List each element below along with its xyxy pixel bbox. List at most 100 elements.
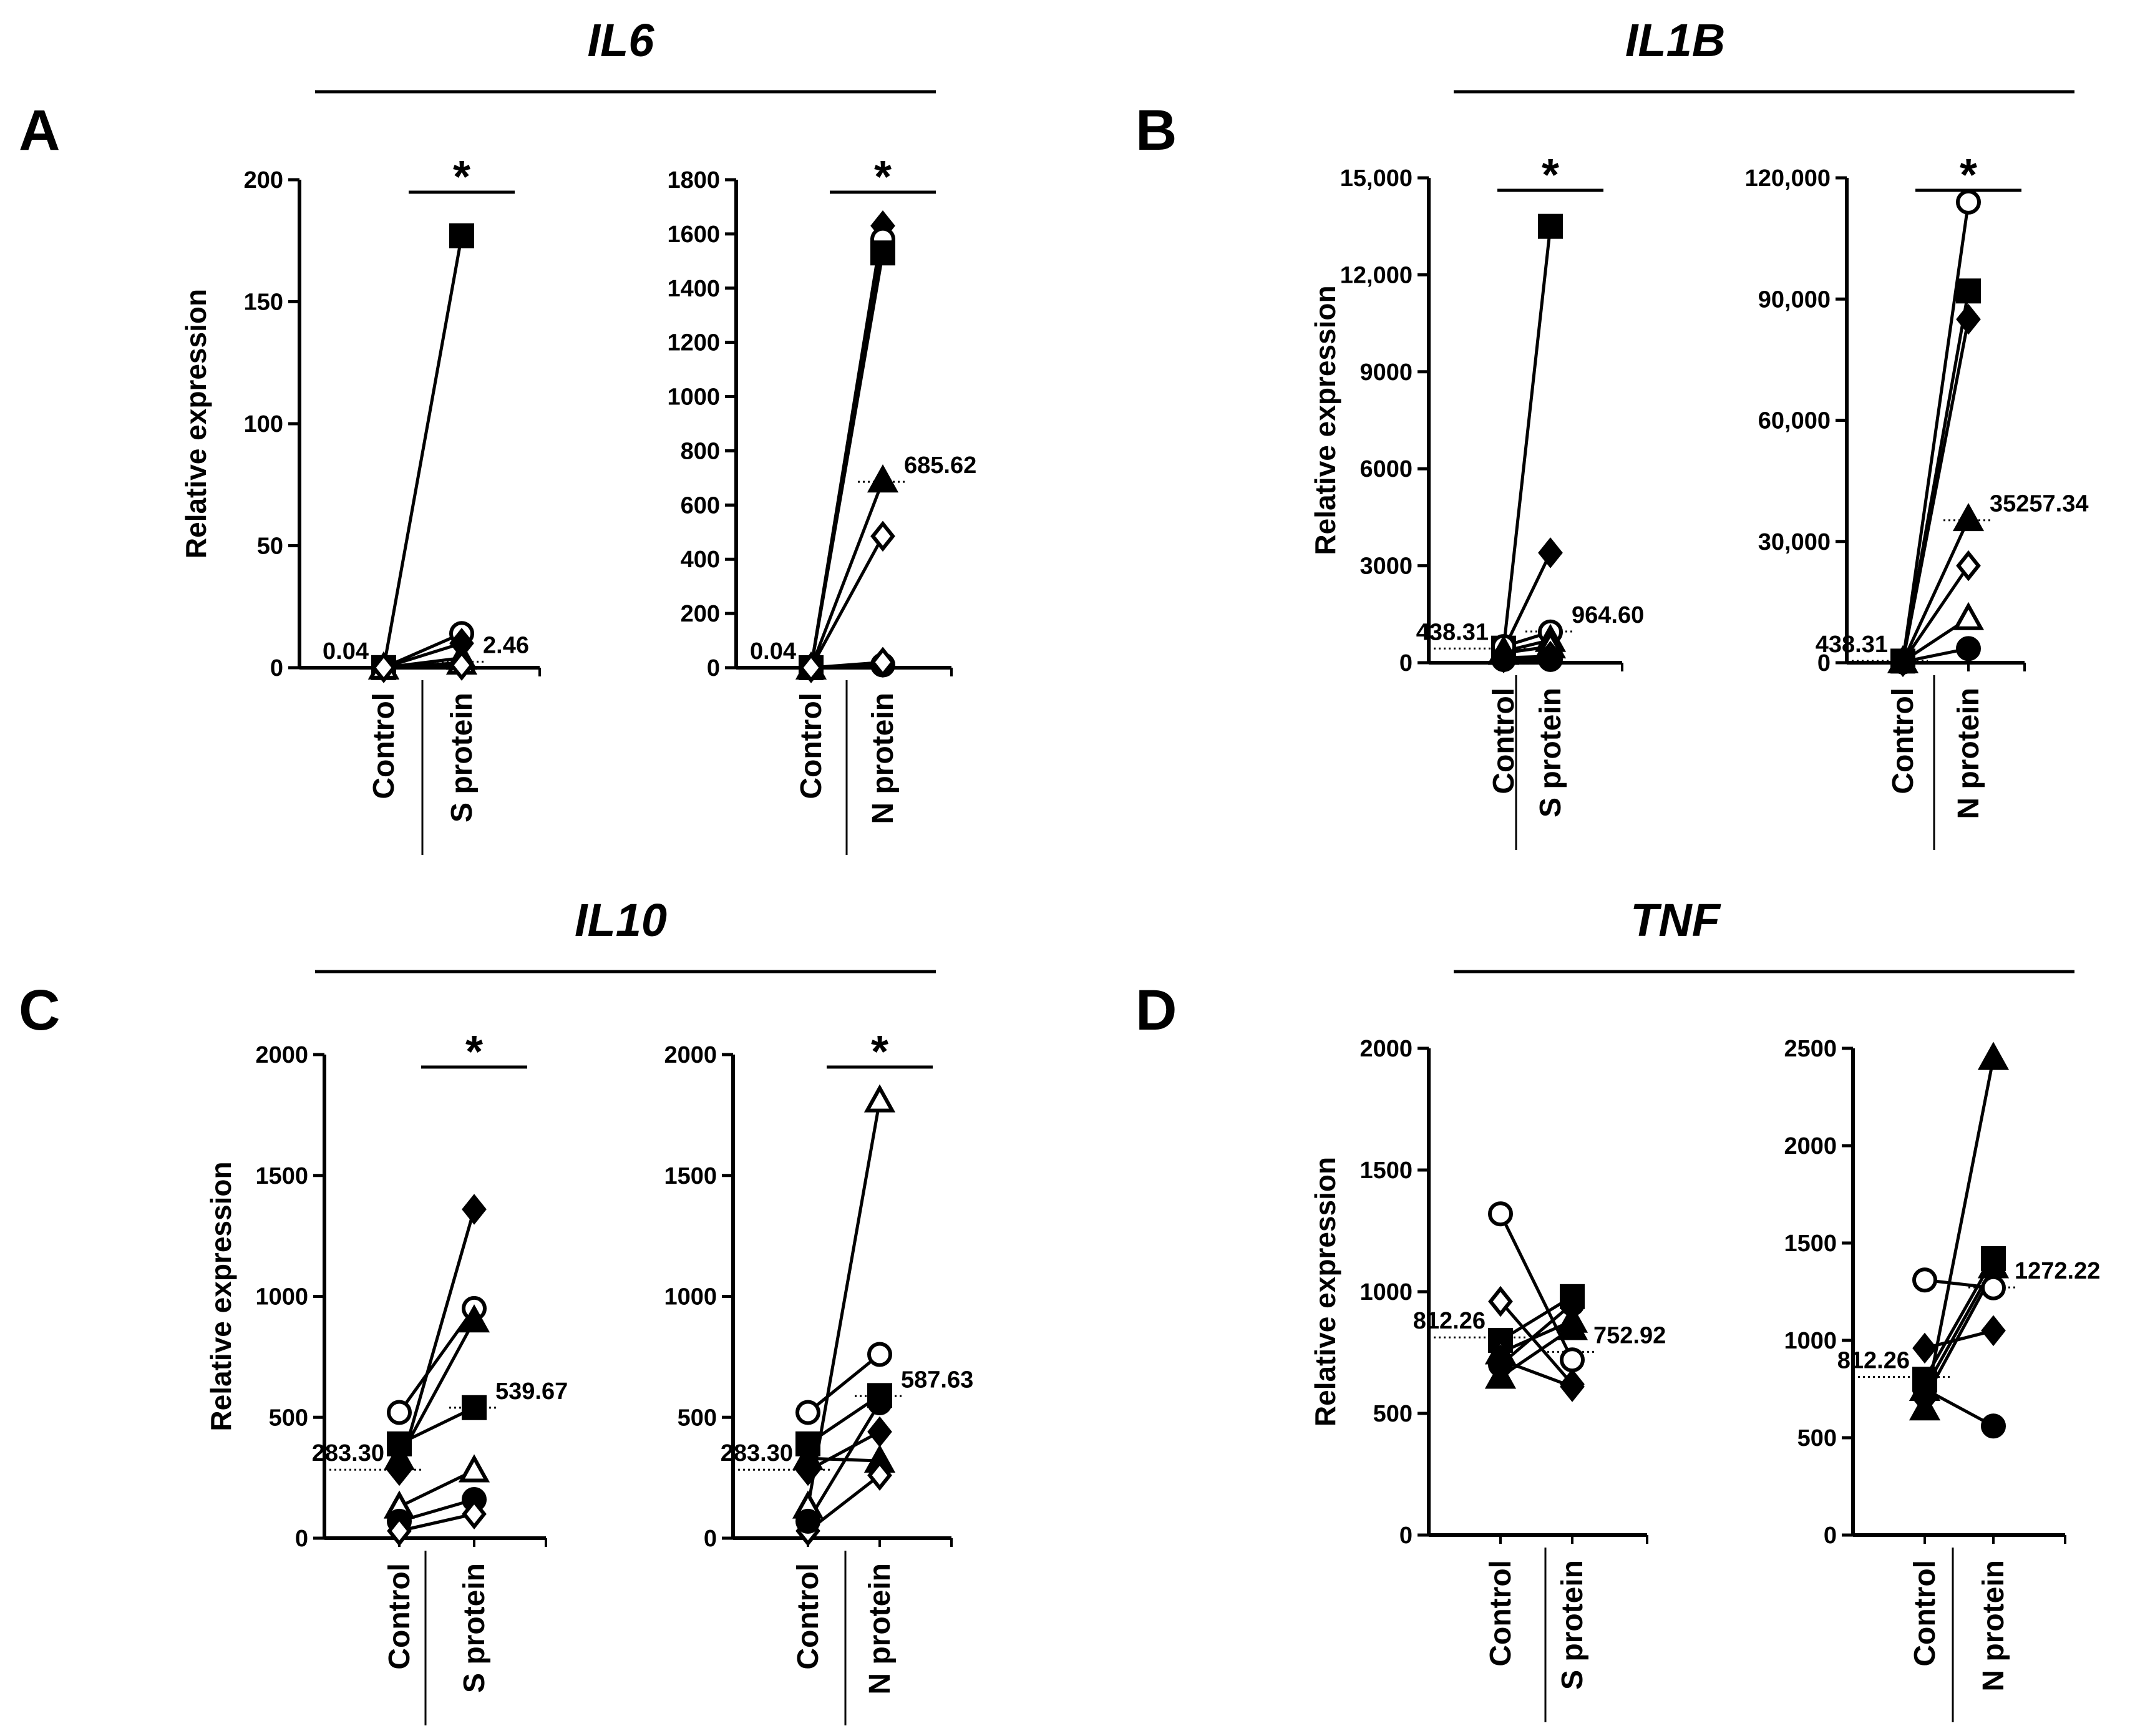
significance-star: * (1960, 150, 1977, 200)
control-median-label: 283.30 (721, 1440, 793, 1466)
series-line-0 (397, 1209, 476, 1471)
plot-il10-s-protein: 0 500 1000 1500 2000 Control S protein Relative… (205, 1027, 568, 1725)
series-line-5 (1924, 1329, 1994, 1350)
category-label-treated: N protein (1977, 1560, 2010, 1692)
point-treated-5 (1952, 602, 1985, 630)
control-median-label: 812.26 (1413, 1308, 1486, 1334)
y-tick-label: 500 (1373, 1401, 1413, 1427)
y-tick-label: 0 (1399, 650, 1413, 676)
y-tick-label: 0 (1817, 650, 1831, 676)
significance-star: * (453, 152, 470, 202)
point-treated-6 (867, 1390, 892, 1415)
series-line-1 (382, 631, 463, 670)
panel-letter-c: C (19, 978, 60, 1042)
y-tick-label: 0 (295, 1526, 308, 1552)
point-control-1 (795, 1400, 820, 1425)
category-label-treated: S protein (458, 1563, 491, 1693)
y-tick-label: 1000 (664, 1284, 717, 1310)
series-line-1 (1502, 552, 1552, 651)
y-axis-title: Relative expression (1309, 1157, 1341, 1426)
y-tick-label: 500 (678, 1405, 717, 1431)
y-tick-label: 100 (244, 411, 283, 437)
point-control-6 (1890, 649, 1915, 675)
point-control-1 (1488, 1285, 1513, 1317)
y-tick-label: 2500 (1784, 1036, 1837, 1062)
significance-star: * (874, 152, 892, 202)
plot-il10-n-protein: 0 500 1000 1500 2000 Control N protein 283.30 58… (664, 1027, 973, 1725)
point-control-6 (1912, 1377, 1937, 1402)
panel-letter-b: B (1136, 99, 1177, 162)
y-tick-label: 2000 (1784, 1133, 1837, 1159)
treated-median-label: 1272.22 (2015, 1258, 2100, 1284)
point-treated-0 (1560, 1347, 1585, 1373)
series-line-4 (1901, 565, 1970, 663)
point-control-6 (1488, 1344, 1513, 1376)
treated-median-label: 35257.34 (1990, 491, 2089, 517)
category-label-treated: N protein (867, 693, 900, 824)
y-tick-label: 500 (1797, 1425, 1837, 1451)
series-line-3 (1901, 519, 1970, 663)
control-median-label: 812.26 (1837, 1348, 1910, 1374)
y-tick-label: 0 (707, 655, 720, 681)
y-tick-label: 60,000 (1758, 408, 1831, 434)
point-control-6 (387, 1515, 412, 1547)
series-line-0 (1502, 226, 1552, 648)
y-tick-label: 1800 (667, 167, 720, 193)
point-control-0 (1488, 1201, 1513, 1227)
point-treated-5 (867, 1460, 892, 1491)
y-tick-label: 1500 (1784, 1231, 1837, 1257)
point-control-5 (371, 652, 396, 683)
point-treated-0 (449, 223, 474, 248)
y-tick-label: 1500 (664, 1163, 717, 1189)
treated-median-label: 2.46 (483, 632, 529, 658)
panel-letter-a: A (19, 99, 60, 162)
point-control-6 (795, 1508, 820, 1534)
point-treated-2 (458, 1304, 490, 1333)
series-line-2 (809, 252, 885, 668)
category-label-treated: S protein (1534, 688, 1567, 817)
y-tick-label: 90,000 (1758, 286, 1831, 313)
y-tick-label: 0 (1399, 1523, 1413, 1549)
series-line-0 (1923, 1058, 1995, 1409)
category-label-control: Control (1487, 688, 1520, 794)
y-tick-label: 2000 (255, 1042, 308, 1068)
y-axis-title: Relative expression (205, 1161, 237, 1431)
gene-title-b: IL1B (1625, 14, 1725, 66)
gene-title-c: IL10 (575, 894, 667, 946)
y-tick-label: 50 (257, 534, 283, 560)
point-treated-0 (863, 1084, 896, 1113)
point-control-6 (799, 652, 824, 683)
series-line-3 (809, 480, 885, 668)
point-control-4 (792, 1441, 824, 1471)
y-tick-label: 600 (681, 492, 720, 519)
point-treated-4 (1981, 1275, 2006, 1300)
y-tick-label: 1500 (255, 1163, 308, 1189)
y-tick-label: 0 (270, 655, 283, 681)
category-label-control: Control (1484, 1560, 1517, 1667)
point-control-1 (387, 1400, 412, 1425)
y-tick-label: 9000 (1359, 359, 1413, 386)
y-tick-label: 800 (681, 438, 720, 464)
significance-star: * (1542, 150, 1559, 200)
point-treated-3 (1952, 502, 1985, 532)
series-line-2 (383, 641, 462, 670)
y-axis-title: Relative expression (180, 289, 212, 558)
y-tick-label: 1500 (1359, 1158, 1413, 1184)
gene-title-d: TNF (1630, 894, 1721, 946)
point-treated-6 (1981, 1413, 2006, 1439)
treated-median-label: 685.62 (904, 452, 976, 479)
point-control-4 (1912, 1267, 1937, 1293)
y-tick-label: 150 (244, 290, 283, 316)
y-tick-label: 1000 (255, 1284, 308, 1310)
point-treated-6 (1956, 636, 1981, 661)
y-tick-label: 1600 (667, 222, 720, 248)
y-tick-label: 1200 (667, 330, 720, 356)
point-treated-5 (449, 650, 474, 681)
series-line-6 (806, 1402, 882, 1523)
point-control-3 (387, 1431, 412, 1456)
category-label-control: Control (367, 693, 401, 799)
category-label-treated: N protein (863, 1563, 897, 1695)
control-median-label: 0.04 (323, 638, 369, 665)
y-tick-label: 15,000 (1340, 165, 1413, 192)
